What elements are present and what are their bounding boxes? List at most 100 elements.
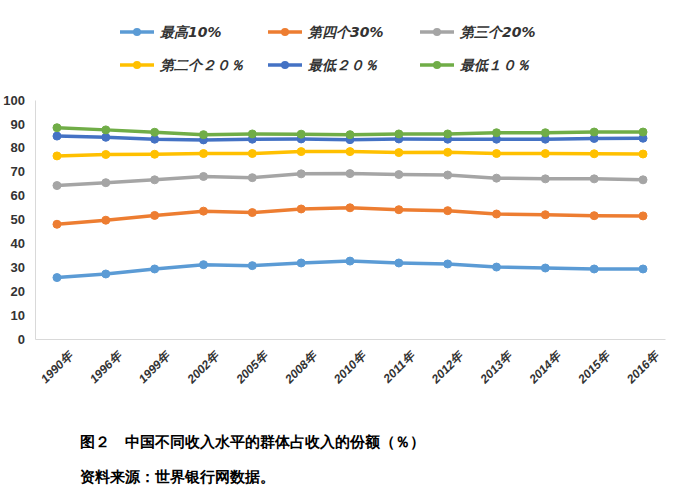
series-marker bbox=[102, 133, 110, 141]
series-marker bbox=[493, 210, 501, 218]
series-marker bbox=[493, 174, 501, 182]
series-marker bbox=[444, 148, 452, 156]
y-tick: 50 bbox=[11, 212, 35, 227]
x-tick: 2016年 bbox=[623, 339, 662, 387]
series-marker bbox=[53, 274, 61, 282]
series-marker bbox=[639, 265, 647, 273]
y-axis-line bbox=[35, 101, 36, 340]
series-marker bbox=[102, 126, 110, 134]
series-marker bbox=[541, 264, 549, 272]
y-tick: 100 bbox=[3, 93, 35, 108]
series-marker bbox=[444, 207, 452, 215]
x-tick-label: 2016年 bbox=[623, 347, 662, 386]
series-marker bbox=[346, 170, 354, 178]
y-tick: 10 bbox=[11, 308, 35, 323]
series-marker bbox=[444, 130, 452, 138]
y-tick-label: 70 bbox=[11, 164, 25, 179]
x-tick-label: 2008年 bbox=[281, 347, 320, 386]
series-marker bbox=[541, 150, 549, 158]
y-tick-label: 50 bbox=[11, 212, 25, 227]
series-marker bbox=[346, 131, 354, 139]
legend-item: 最低１０％ bbox=[420, 57, 530, 73]
y-tick-label: 30 bbox=[11, 260, 25, 275]
legend-marker bbox=[133, 61, 141, 69]
series-marker bbox=[590, 128, 598, 136]
series-marker bbox=[151, 211, 159, 219]
x-axis: 1990年1996年1999年2002年2005年2008年2010年2011年… bbox=[36, 339, 666, 387]
series-marker bbox=[590, 212, 598, 220]
series-marker bbox=[53, 220, 61, 228]
y-tick-label: 60 bbox=[11, 188, 25, 203]
series-marker bbox=[248, 209, 256, 217]
y-tick-label: 90 bbox=[11, 117, 25, 132]
series-marker bbox=[248, 174, 256, 182]
series-marker bbox=[493, 263, 501, 271]
y-tick: 60 bbox=[11, 188, 35, 203]
x-tick-label: 2013年 bbox=[477, 347, 516, 386]
series-marker bbox=[151, 128, 159, 136]
legend-item: 第二个２０％ bbox=[120, 57, 244, 73]
y-tick: 80 bbox=[11, 140, 35, 155]
x-tick-label: 1990年 bbox=[38, 347, 77, 386]
title: 图２ 中国不同收入水平的群体占收入的份额（％） bbox=[80, 433, 425, 451]
series-marker bbox=[297, 148, 305, 156]
series-marker bbox=[639, 176, 647, 184]
y-tick: 90 bbox=[11, 117, 35, 132]
x-tick: 2013年 bbox=[477, 339, 516, 387]
legend-label: 第二个２０％ bbox=[159, 57, 244, 73]
series-marker bbox=[102, 179, 110, 187]
series-marker bbox=[444, 260, 452, 268]
y-tick-label: 10 bbox=[11, 308, 25, 323]
x-tick-label: 2010年 bbox=[330, 347, 369, 386]
legend-marker bbox=[433, 28, 441, 36]
x-axis-line bbox=[36, 339, 666, 340]
series-marker bbox=[395, 149, 403, 157]
series-marker bbox=[199, 150, 207, 158]
series-marker bbox=[395, 171, 403, 179]
series-marker bbox=[297, 130, 305, 138]
series-marker bbox=[151, 150, 159, 158]
x-tick: 2012年 bbox=[428, 339, 467, 387]
legend-marker bbox=[133, 28, 141, 36]
y-tick: 0 bbox=[18, 332, 35, 347]
series-marker bbox=[53, 152, 61, 160]
legend: 最高10%第四个30%第三个20%第二个２０％最低２０％最低１０％ bbox=[120, 24, 536, 73]
y-tick: 70 bbox=[11, 164, 35, 179]
series-marker bbox=[639, 128, 647, 136]
legend-label: 第三个20% bbox=[459, 24, 536, 40]
x-tick: 2008年 bbox=[281, 339, 320, 387]
series-marker bbox=[346, 204, 354, 212]
series-marker bbox=[493, 150, 501, 158]
series-marker bbox=[346, 257, 354, 265]
y-tick-label: 80 bbox=[11, 140, 25, 155]
x-tick-label: 1996年 bbox=[87, 347, 126, 386]
legend-marker bbox=[281, 61, 289, 69]
legend-item: 最低２０％ bbox=[268, 57, 378, 73]
series-marker bbox=[639, 150, 647, 158]
annotation: 资料来源：世界银行网数据。 bbox=[80, 468, 275, 486]
y-tick: 30 bbox=[11, 260, 35, 275]
y-axis: 0102030405060708090100 bbox=[3, 93, 35, 347]
series-marker bbox=[590, 150, 598, 158]
y-tick: 20 bbox=[11, 284, 35, 299]
legend-item: 第三个20% bbox=[420, 24, 536, 40]
series-marker bbox=[102, 270, 110, 278]
series-marker bbox=[199, 261, 207, 269]
x-tick: 2011年 bbox=[380, 339, 419, 386]
series-marker bbox=[199, 131, 207, 139]
y-tick-label: 0 bbox=[18, 332, 25, 347]
series-marker bbox=[102, 150, 110, 158]
series-marker bbox=[541, 211, 549, 219]
x-tick: 2002年 bbox=[184, 339, 223, 387]
x-tick-label: 2014年 bbox=[526, 347, 565, 386]
series-marker bbox=[248, 150, 256, 158]
legend-marker bbox=[433, 61, 441, 69]
legend-marker bbox=[281, 28, 289, 36]
x-tick-label: 2011年 bbox=[380, 347, 419, 386]
legend-label: 最高10% bbox=[160, 24, 222, 40]
series-marker bbox=[395, 259, 403, 267]
x-tick: 1990年 bbox=[38, 339, 77, 386]
series-marker bbox=[541, 175, 549, 183]
series-marker bbox=[248, 130, 256, 138]
chart: 01020304050607080901001990年1996年1999年200… bbox=[0, 0, 696, 500]
